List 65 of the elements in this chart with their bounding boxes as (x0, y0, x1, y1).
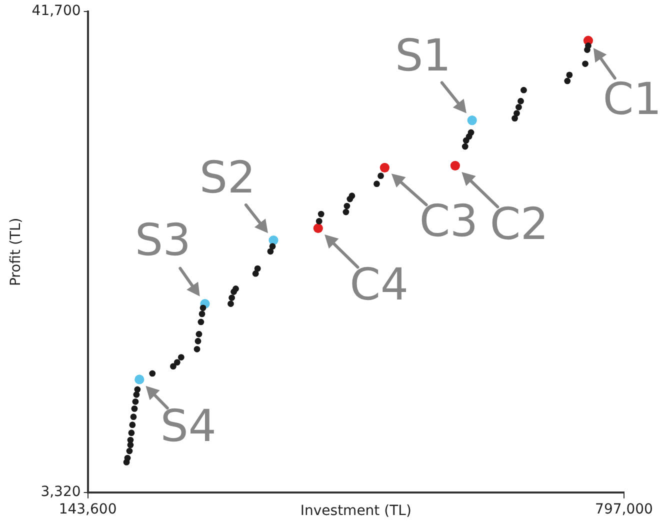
point (344, 202, 350, 210)
point (178, 354, 184, 360)
annotation: S4 (160, 400, 216, 452)
point (149, 370, 156, 377)
annotation: S3 (135, 215, 191, 266)
point (374, 180, 380, 188)
point (514, 110, 520, 116)
point (252, 270, 259, 277)
point (342, 208, 350, 216)
point (128, 430, 135, 436)
point (467, 116, 477, 126)
point (127, 436, 134, 444)
point (450, 160, 460, 170)
annotation: C2 (490, 199, 549, 250)
point (232, 286, 239, 292)
point (198, 318, 204, 326)
x-axis-title: Investment (TL) (300, 503, 412, 520)
annotation: S1 (395, 30, 452, 82)
point (130, 414, 137, 420)
point (518, 98, 524, 104)
y-tick-label: 41,700 (32, 3, 81, 20)
point (267, 248, 274, 255)
point (313, 223, 323, 234)
point (268, 235, 278, 246)
point (468, 129, 474, 136)
y-axis-title: Profit (TL) (8, 218, 24, 286)
point (585, 42, 592, 49)
point (174, 359, 180, 366)
point (196, 330, 202, 338)
y-tick-label: 3,320 (40, 484, 81, 500)
annotation: S2 (200, 152, 256, 204)
point (516, 104, 522, 110)
point (512, 115, 518, 122)
point (520, 86, 527, 94)
point (566, 72, 573, 78)
point (134, 374, 144, 384)
point (318, 210, 324, 218)
annotation: C1 (602, 74, 662, 126)
x-tick-label: 143,600 (58, 501, 117, 518)
annotation: C4 (350, 260, 409, 311)
point (131, 405, 138, 412)
x-tick-label: 797,000 (595, 501, 653, 518)
point (132, 398, 139, 405)
point (129, 422, 136, 428)
point (380, 162, 390, 172)
point (126, 448, 133, 454)
point (200, 304, 206, 312)
point (348, 192, 356, 200)
point (269, 243, 276, 250)
annotation: C3 (419, 196, 478, 248)
point (133, 391, 140, 398)
point (378, 172, 384, 180)
point (124, 454, 131, 462)
point (582, 60, 588, 67)
point (228, 300, 234, 307)
point (462, 143, 468, 150)
point (194, 346, 200, 352)
point (194, 338, 202, 344)
point (564, 78, 571, 84)
point (198, 310, 206, 318)
point (316, 218, 322, 224)
point (228, 294, 236, 301)
point (170, 363, 176, 370)
point (254, 265, 261, 272)
point (134, 386, 141, 393)
